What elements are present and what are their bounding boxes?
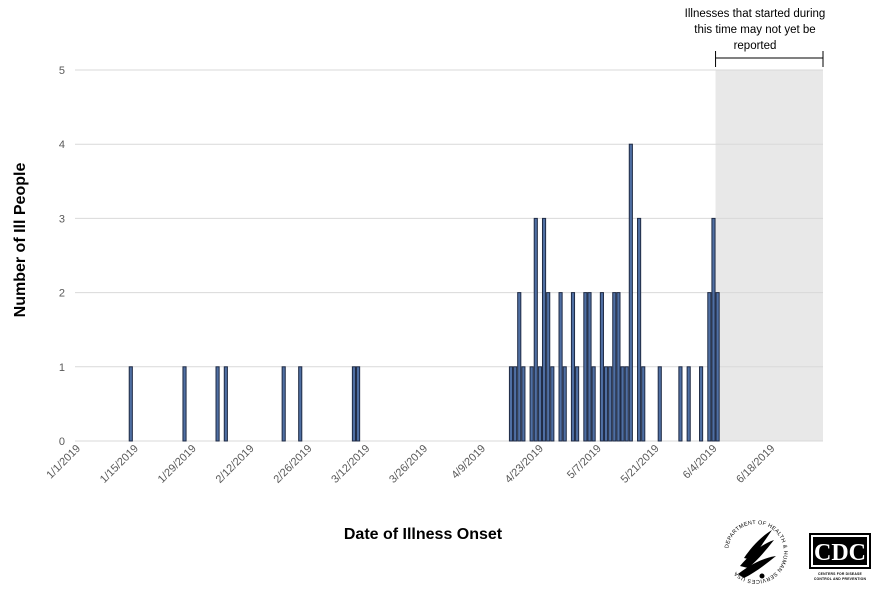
bar [570,292,576,442]
x-tick-label: 3/12/2019 [329,443,372,486]
bar [612,292,617,442]
bar [356,366,361,442]
shaded-region [715,70,823,441]
x-tick-label: 6/18/2019 [734,443,777,486]
bar [599,292,604,442]
bar [541,217,547,442]
hhs-logo: DEPARTMENT OF HEALTH & HUMAN SERVICES US… [724,520,788,584]
y-tick-label: 0 [59,436,65,448]
x-tick-labels: 1/1/2019 1/15/2019 1/29/2019 2/12/2019 2/26/… [44,443,777,486]
bars [128,143,720,442]
bar [351,366,357,442]
x-tick-label: 5/7/2019 [565,443,604,482]
bar [711,217,716,442]
y-tick-label: 1 [59,362,65,374]
bar [587,292,592,442]
x-tick-label: 2/26/2019 [271,443,314,486]
x-tick-label: 1/15/2019 [98,443,141,486]
bar [641,366,646,442]
bar [281,366,286,442]
x-axis-title: Date of Illness Onset [344,526,503,543]
bar [517,292,522,442]
annotation-line-1: Illnesses that started during [685,8,826,20]
bar [608,366,613,442]
x-tick-label: 4/9/2019 [449,443,488,482]
x-tick-label: 5/21/2019 [619,443,662,486]
bar [508,366,514,442]
annotation-bracket [715,51,824,67]
bar [628,143,633,442]
bar [583,292,588,442]
x-tick-label: 1/29/2019 [156,443,199,486]
bar [546,292,551,442]
bar [562,366,567,442]
bar [699,366,704,442]
cdc-logo: CDC CENTERS FOR DISEASE CONTROL AND PREV… [809,533,871,581]
y-tick-label: 2 [59,288,65,300]
y-tick-label: 5 [59,65,65,77]
bar [603,366,609,442]
annotation-line-3: reported [734,40,777,52]
x-tick-label: 3/26/2019 [387,443,430,486]
bar [715,292,720,442]
bar [215,366,220,442]
y-tick-label: 4 [59,139,65,151]
bar [550,366,555,442]
bar [298,366,303,442]
y-axis-title: Number of Ill People [12,163,29,318]
cdc-tagline-2: CONTROL AND PREVENTION [814,577,867,581]
x-tick-label: 6/4/2019 [681,443,720,482]
bar [128,366,133,442]
bar [529,366,534,442]
bar [513,366,518,442]
y-tick-labels: 0 1 2 3 4 5 [59,65,65,448]
bar [620,366,625,442]
y-tick-label: 3 [59,213,65,225]
bar [707,292,712,442]
bar [686,366,691,442]
annotation-line-2: this time may not yet be [694,24,815,36]
x-tick-label: 2/12/2019 [214,443,257,486]
x-tick-label: 1/1/2019 [44,443,83,482]
bar [223,366,228,442]
bar [182,366,187,442]
cdc-tagline-1: CENTERS FOR DISEASE [818,572,862,576]
bar [637,217,642,442]
bar [624,366,629,442]
bar [591,366,596,442]
bar [558,292,563,442]
bar [678,366,683,442]
bar [521,366,526,442]
bar [533,217,538,442]
bar [616,292,621,442]
y-gridlines [75,69,823,442]
cdc-letters: CDC [814,540,866,566]
bar [657,366,662,442]
bar [537,366,542,442]
bar [575,366,580,442]
x-tick-label: 4/23/2019 [503,443,546,486]
